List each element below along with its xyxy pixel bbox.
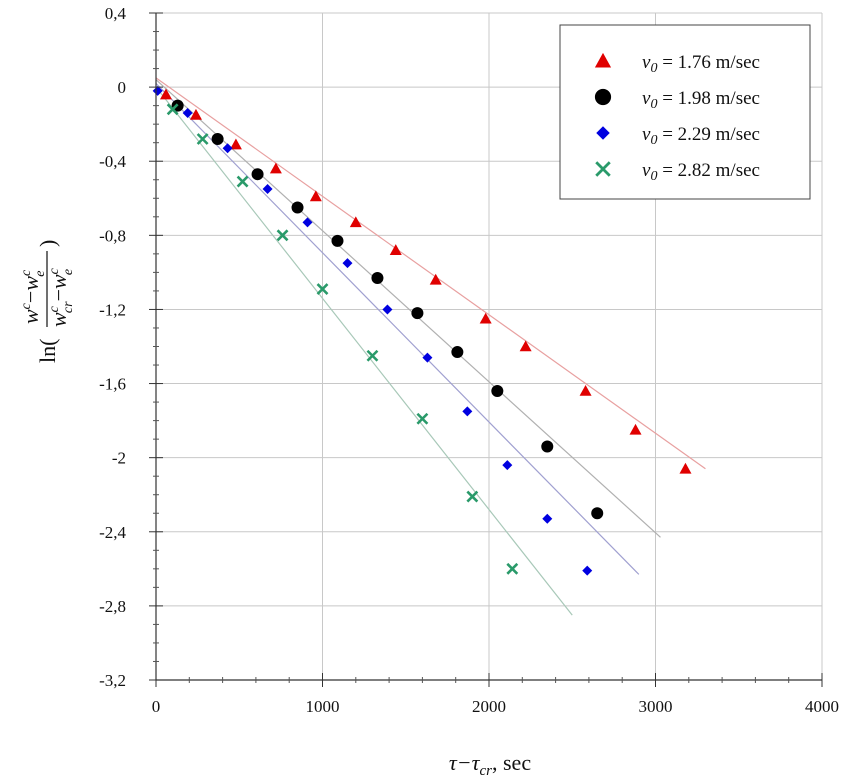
fit-line bbox=[155, 77, 706, 470]
data-point bbox=[189, 108, 202, 120]
data-point bbox=[262, 184, 273, 195]
x-axis-main: τ−τ bbox=[449, 750, 481, 775]
x-axis-title: τ−τcr, sec bbox=[449, 750, 531, 779]
y-tick-label: -1,2 bbox=[99, 300, 126, 319]
data-point bbox=[519, 340, 532, 352]
tick-labels: 0 1000 2000 3000 4000 0,4 0 -0,4 -0,8 -1,2 -1,6 -2 -… bbox=[99, 4, 839, 716]
legend-label: v0 = 1.98 m/sec bbox=[642, 88, 760, 112]
data-point bbox=[316, 283, 329, 295]
data-point bbox=[182, 108, 193, 119]
data-point bbox=[166, 103, 179, 116]
x-tick-label: 1000 bbox=[306, 697, 340, 716]
data-point bbox=[451, 346, 464, 359]
y-axis-denominator: wccr−wce bbox=[46, 267, 76, 327]
y-axis-numerator: wc−wce bbox=[18, 269, 48, 324]
data-point bbox=[579, 384, 592, 396]
y-axis-suffix: ) bbox=[35, 240, 60, 247]
fit-lines bbox=[155, 77, 706, 616]
y-axis-prefix: ln( bbox=[35, 339, 60, 363]
data-point bbox=[196, 133, 209, 145]
data-point bbox=[229, 138, 242, 150]
series bbox=[166, 103, 519, 575]
grid-lines bbox=[155, 12, 823, 681]
data-point bbox=[236, 175, 249, 188]
y-tick-label: -0,4 bbox=[99, 152, 126, 171]
data-point bbox=[366, 349, 379, 362]
legend-item: v0 = 1.98 m/sec bbox=[594, 88, 760, 112]
axes bbox=[149, 12, 823, 687]
data-points bbox=[152, 85, 692, 576]
series bbox=[159, 88, 692, 474]
legend: v0 = 1.76 m/sec v0 = 1.98 m/sec v0 = 2.29 … bbox=[559, 24, 811, 200]
legend-item: v0 = 2.82 m/sec bbox=[595, 160, 760, 184]
data-point bbox=[222, 143, 233, 154]
data-point bbox=[594, 88, 612, 106]
data-point bbox=[416, 412, 429, 425]
data-point bbox=[371, 271, 384, 284]
x-tick-label: 2000 bbox=[472, 697, 506, 716]
data-point bbox=[269, 162, 282, 174]
data-point bbox=[331, 234, 344, 247]
y-tick-label: -1,6 bbox=[99, 375, 126, 394]
y-axis-title: ln( wc−wce wccr−wce ) bbox=[18, 240, 76, 363]
data-point bbox=[541, 440, 554, 453]
series bbox=[152, 85, 593, 576]
data-point bbox=[349, 216, 362, 228]
y-tick-label: -2,4 bbox=[99, 523, 126, 542]
data-point bbox=[342, 258, 353, 269]
data-point bbox=[276, 229, 289, 242]
data-point bbox=[491, 384, 504, 397]
fit-line bbox=[155, 86, 573, 616]
x-tick-label: 4000 bbox=[805, 697, 839, 716]
data-point bbox=[382, 304, 393, 315]
data-point bbox=[594, 52, 612, 68]
data-point bbox=[211, 132, 224, 145]
data-point bbox=[302, 217, 313, 228]
data-point bbox=[251, 168, 264, 181]
data-point bbox=[502, 460, 513, 471]
data-point bbox=[309, 190, 322, 202]
data-point bbox=[291, 201, 304, 214]
data-point bbox=[591, 507, 604, 520]
x-tick-label: 3000 bbox=[639, 697, 673, 716]
data-point bbox=[542, 513, 553, 524]
y-tick-label: 0 bbox=[118, 78, 127, 97]
legend-item: v0 = 1.76 m/sec bbox=[594, 52, 760, 76]
data-point bbox=[429, 273, 442, 285]
legend-label: v0 = 1.76 m/sec bbox=[642, 52, 760, 76]
y-tick-label: 0,4 bbox=[105, 4, 127, 23]
data-point bbox=[629, 423, 642, 435]
x-axis-tail: , sec bbox=[492, 750, 531, 775]
data-point bbox=[679, 462, 692, 474]
data-point bbox=[466, 490, 479, 503]
data-point bbox=[462, 406, 473, 417]
y-tick-label: -2 bbox=[112, 449, 126, 468]
y-tick-label: -0,8 bbox=[99, 226, 126, 245]
data-point bbox=[596, 126, 610, 140]
y-tick-label: -2,8 bbox=[99, 597, 126, 616]
data-point bbox=[582, 565, 593, 576]
data-point bbox=[159, 88, 172, 100]
x-tick-label: 0 bbox=[152, 697, 161, 716]
y-tick-label: -3,2 bbox=[99, 671, 126, 690]
legend-item: v0 = 2.29 m/sec bbox=[596, 124, 760, 148]
data-point bbox=[422, 352, 433, 363]
legend-label: v0 = 2.82 m/sec bbox=[642, 160, 760, 184]
series bbox=[171, 99, 604, 520]
x-axis-sub: cr bbox=[480, 763, 493, 779]
fit-line bbox=[155, 79, 661, 538]
data-point bbox=[595, 161, 611, 177]
data-point bbox=[479, 312, 492, 324]
legend-label: v0 = 2.29 m/sec bbox=[642, 124, 760, 148]
data-point bbox=[411, 307, 424, 320]
data-point bbox=[506, 562, 519, 575]
data-point bbox=[389, 244, 402, 255]
fit-line bbox=[155, 82, 640, 575]
data-point bbox=[152, 85, 163, 96]
